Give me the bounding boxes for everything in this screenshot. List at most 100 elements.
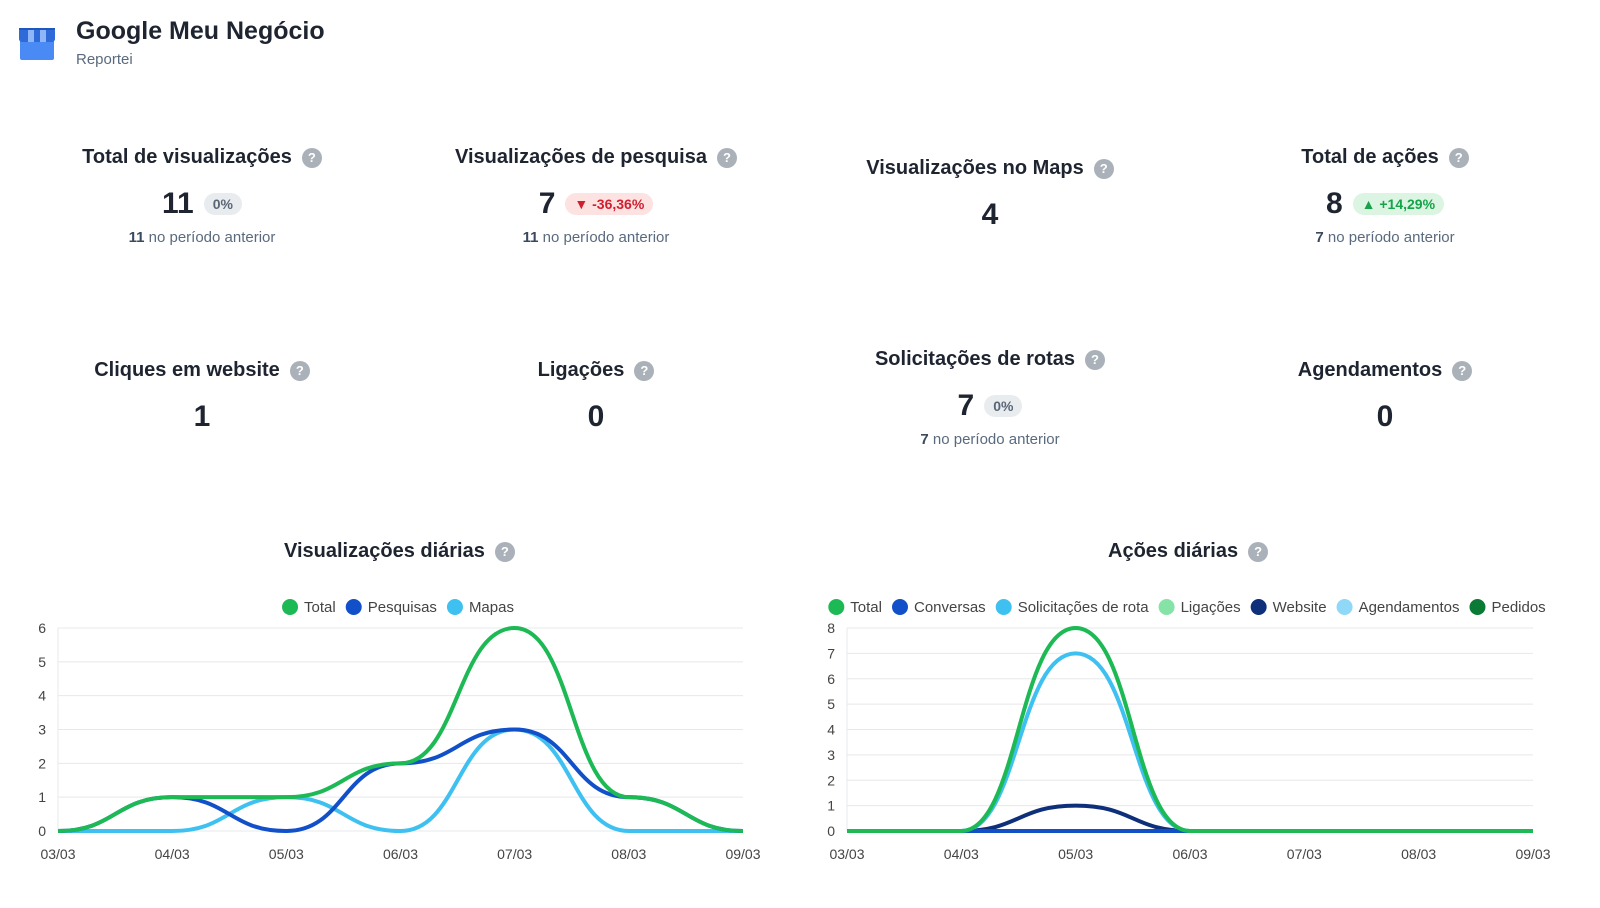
y-tick-label: 7 bbox=[827, 645, 835, 661]
legend-item[interactable]: Total bbox=[828, 599, 882, 616]
x-tick-label: 04/03 bbox=[155, 846, 190, 862]
kpi-value: 7 bbox=[538, 187, 556, 220]
y-tick-label: 3 bbox=[827, 747, 835, 763]
chart-title-acoes: Ações diárias? bbox=[1108, 540, 1269, 563]
legend-marker bbox=[828, 599, 845, 615]
series-line-mapas bbox=[58, 727, 743, 833]
y-tick-label: 5 bbox=[38, 654, 46, 670]
triangle-down-icon: ▼ bbox=[574, 196, 589, 212]
legend-item[interactable]: Pesquisas bbox=[345, 599, 437, 616]
kpi-cliques-website: Cliques em website? 1 bbox=[22, 359, 382, 434]
question-circle-icon[interactable]: ? bbox=[716, 147, 737, 168]
series-line-website bbox=[847, 803, 1533, 833]
kpi-total-acoes: Total de ações? 8 ▲ +14,29% 7 no período … bbox=[1205, 146, 1565, 246]
question-circle-icon[interactable]: ? bbox=[494, 541, 515, 562]
question-circle-icon[interactable]: ? bbox=[289, 360, 310, 381]
series-line-total bbox=[847, 626, 1533, 833]
kpi-title: Visualizações no Maps bbox=[866, 157, 1084, 179]
x-tick-label: 06/03 bbox=[1172, 846, 1207, 862]
page-title: Google Meu Negócio bbox=[76, 17, 325, 45]
x-tick-label: 08/03 bbox=[611, 846, 646, 862]
legend-marker bbox=[1158, 599, 1175, 615]
x-tick-label: 04/03 bbox=[944, 846, 979, 862]
legend-item[interactable]: Pedidos bbox=[1469, 599, 1546, 616]
x-tick-label: 05/03 bbox=[1058, 846, 1093, 862]
legend-item[interactable]: Agendamentos bbox=[1336, 599, 1460, 616]
kpi-value: 0 bbox=[1376, 400, 1394, 433]
legend-label: Website bbox=[1273, 599, 1327, 616]
kpi-title: Ligações bbox=[537, 359, 625, 381]
kpi-visualizacoes-maps: Visualizações no Maps? 4 bbox=[810, 157, 1170, 232]
legend-marker bbox=[1250, 599, 1267, 615]
legend-label: Total bbox=[304, 599, 336, 616]
y-tick-label: 4 bbox=[38, 688, 46, 704]
previous-period-text: 7 no período anterior bbox=[920, 431, 1060, 448]
y-tick-label: 2 bbox=[827, 772, 835, 788]
kpi-value: 4 bbox=[981, 198, 999, 231]
legend-label: Total bbox=[850, 599, 882, 616]
previous-period-text: 7 no período anterior bbox=[1315, 229, 1455, 246]
legend-label: Agendamentos bbox=[1359, 599, 1460, 616]
y-tick-label: 0 bbox=[827, 823, 835, 839]
y-tick-label: 1 bbox=[38, 789, 46, 805]
legend-item[interactable]: Website bbox=[1250, 599, 1327, 616]
legend-marker bbox=[1336, 599, 1353, 615]
x-tick-label: 08/03 bbox=[1401, 846, 1436, 862]
kpi-value: 0 bbox=[587, 400, 605, 433]
legend-label: Pedidos bbox=[1491, 599, 1545, 616]
kpi-title: Visualizações de pesquisa bbox=[455, 146, 707, 168]
legend-label: Pesquisas bbox=[368, 599, 437, 616]
legend-marker bbox=[446, 599, 463, 615]
question-circle-icon[interactable]: ? bbox=[1085, 349, 1106, 370]
legend-label: Mapas bbox=[469, 599, 514, 616]
change-badge: ▼ -36,36% bbox=[565, 193, 654, 215]
legend-item[interactable]: Mapas bbox=[446, 599, 514, 616]
change-badge: ▲ +14,29% bbox=[1352, 193, 1445, 215]
y-tick-label: 1 bbox=[827, 798, 835, 814]
y-tick-label: 8 bbox=[827, 620, 835, 636]
legend-item[interactable]: Ligações bbox=[1158, 599, 1241, 616]
page-header: Google Meu Negócio Reportei bbox=[17, 16, 325, 68]
question-circle-icon[interactable]: ? bbox=[1452, 360, 1473, 381]
triangle-up-icon: ▲ bbox=[1361, 196, 1376, 212]
chart-title-visualizacoes: Visualizações diárias? bbox=[284, 540, 515, 563]
legend-marker bbox=[282, 599, 299, 615]
kpi-value: 1 bbox=[193, 400, 211, 433]
question-circle-icon[interactable]: ? bbox=[1248, 541, 1269, 562]
kpi-agendamentos: Agendamentos? 0 bbox=[1205, 359, 1565, 434]
kpi-value: 7 bbox=[957, 389, 975, 422]
x-tick-label: 03/03 bbox=[829, 846, 864, 862]
kpi-title: Cliques em website bbox=[94, 359, 280, 381]
question-circle-icon[interactable]: ? bbox=[634, 360, 655, 381]
legend-item[interactable]: Solicitações de rota bbox=[995, 599, 1150, 616]
y-tick-label: 3 bbox=[38, 722, 46, 738]
legend-label: Ligações bbox=[1181, 599, 1241, 616]
kpi-solicitacoes-rotas: Solicitações de rotas? 7 0% 7 no período … bbox=[810, 348, 1170, 448]
legend-marker bbox=[345, 599, 362, 615]
y-tick-label: 6 bbox=[827, 671, 835, 687]
question-circle-icon[interactable]: ? bbox=[1093, 158, 1114, 179]
previous-period-text: 11 no período anterior bbox=[522, 229, 670, 246]
legend-label: Conversas bbox=[914, 599, 986, 616]
x-tick-label: 05/03 bbox=[269, 846, 304, 862]
kpi-title: Solicitações de rotas bbox=[874, 348, 1076, 370]
series-line-solicitações-de-rota bbox=[847, 651, 1533, 833]
kpi-title: Total de ações bbox=[1301, 146, 1439, 168]
x-tick-label: 09/03 bbox=[725, 846, 760, 862]
storefront-icon bbox=[19, 28, 55, 60]
y-tick-label: 0 bbox=[38, 823, 46, 839]
question-circle-icon[interactable]: ? bbox=[301, 147, 322, 168]
y-tick-label: 4 bbox=[827, 722, 835, 738]
previous-period-text: 11 no período anterior bbox=[128, 229, 276, 246]
question-circle-icon[interactable]: ? bbox=[1448, 147, 1469, 168]
x-tick-label: 03/03 bbox=[40, 846, 75, 862]
y-tick-label: 6 bbox=[38, 620, 46, 636]
series-line-pesquisas bbox=[57, 727, 744, 833]
legend-item[interactable]: Total bbox=[282, 599, 336, 616]
x-tick-label: 07/03 bbox=[497, 846, 532, 862]
legend-item[interactable]: Conversas bbox=[891, 599, 986, 616]
x-tick-label: 06/03 bbox=[383, 846, 418, 862]
chart-visualizacoes-diarias: 0 1 2 3 4 5 6 03/03 04/03 05/03 06/03 07/03 08/03 09/… bbox=[38, 599, 761, 862]
x-tick-label: 09/03 bbox=[1515, 846, 1550, 862]
change-badge: 0% bbox=[203, 193, 242, 215]
